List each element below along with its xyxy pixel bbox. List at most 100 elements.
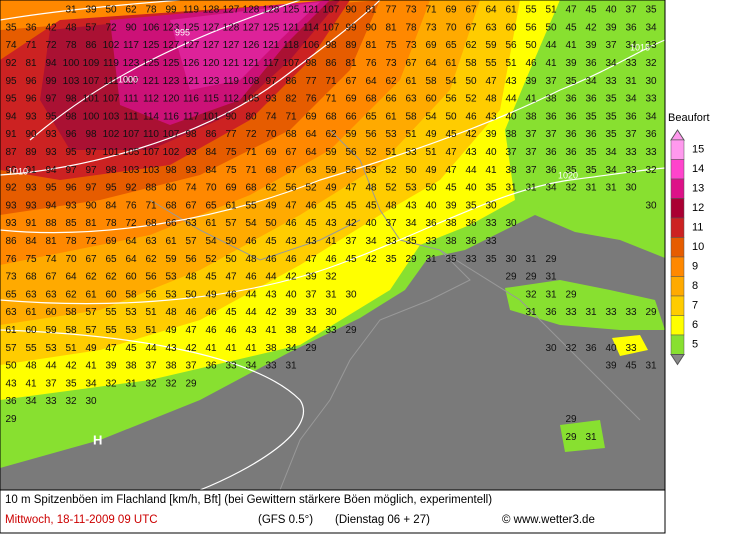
grid-value: 93: [65, 200, 77, 211]
grid-value: 111: [123, 94, 139, 105]
grid-value: 52: [305, 183, 317, 194]
grid-value: 84: [25, 236, 37, 247]
grid-value: 68: [25, 272, 37, 283]
grid-value: 62: [145, 254, 157, 265]
grid-value: 67: [285, 147, 297, 158]
grid-value: 35: [605, 111, 617, 122]
grid-value: 67: [405, 58, 417, 69]
grid-value: 67: [285, 165, 297, 176]
grid-value: 98: [65, 111, 77, 122]
grid-value: 87: [5, 147, 17, 158]
grid-value: 56: [285, 183, 297, 194]
grid-value: 81: [25, 58, 37, 69]
grid-value: 38: [525, 111, 537, 122]
grid-value: 37: [545, 129, 557, 140]
legend-swatch: [670, 237, 685, 258]
grid-value: 53: [125, 307, 137, 318]
grid-value: 35: [585, 147, 597, 158]
grid-value: 57: [85, 325, 97, 336]
grid-value: 88: [145, 183, 157, 194]
grid-value: 121: [223, 58, 240, 69]
grid-value: 77: [225, 129, 237, 140]
grid-value: 47: [285, 200, 297, 211]
grid-value: 50: [465, 76, 477, 87]
grid-value: 84: [205, 165, 217, 176]
grid-value: 61: [445, 58, 457, 69]
grid-value: 43: [265, 289, 277, 300]
grid-value: 63: [305, 165, 317, 176]
grid-value: 93: [265, 94, 277, 105]
grid-value: 29: [525, 272, 537, 283]
grid-value: 41: [565, 40, 577, 51]
grid-value: 52: [385, 183, 397, 194]
grid-value: 34: [545, 183, 557, 194]
grid-value: 42: [65, 361, 77, 372]
grid-value: 31: [525, 183, 537, 194]
footer-caption: 10 m Spitzenböen im Flachland [km/h, Bft…: [5, 494, 492, 506]
grid-value: 32: [325, 272, 337, 283]
grid-value: 31: [125, 378, 137, 389]
grid-value: 128: [223, 22, 240, 33]
grid-value: 65: [445, 40, 457, 51]
grid-value: 121: [283, 22, 300, 33]
legend-label: 15: [692, 144, 704, 156]
grid-value: 47: [105, 343, 117, 354]
grid-value: 29: [545, 254, 557, 265]
grid-value: 45: [325, 200, 337, 211]
grid-value: 33: [625, 58, 637, 69]
grid-value: 93: [45, 129, 57, 140]
grid-value: 29: [645, 307, 657, 318]
grid-value: 46: [205, 307, 217, 318]
grid-value: 33: [385, 236, 397, 247]
grid-value: 103: [103, 111, 120, 122]
grid-value: 33: [485, 218, 497, 229]
grid-value: 117: [123, 40, 139, 51]
grid-value: 45: [345, 200, 357, 211]
grid-value: 89: [25, 147, 37, 158]
grid-value: 33: [425, 236, 437, 247]
grid-value: 69: [445, 5, 457, 16]
grid-value: 96: [25, 76, 37, 87]
grid-value: 101: [203, 111, 220, 122]
grid-value: 128: [263, 5, 280, 16]
footer-date: Mittwoch, 18-11-2009 09 UTC: [5, 514, 158, 526]
grid-value: 97: [85, 183, 97, 194]
grid-value: 64: [125, 254, 137, 265]
grid-value: 77: [385, 5, 397, 16]
grid-value: 93: [45, 147, 57, 158]
grid-value: 37: [185, 361, 197, 372]
grid-value: 52: [385, 165, 397, 176]
grid-value: 36: [565, 129, 577, 140]
grid-value: 128: [203, 5, 220, 16]
grid-value: 63: [45, 289, 57, 300]
grid-value: 32: [105, 378, 117, 389]
grid-value: 64: [365, 76, 377, 87]
grid-value: 90: [5, 165, 17, 176]
grid-value: 43: [485, 111, 497, 122]
grid-value: 48: [485, 94, 497, 105]
grid-value: 42: [585, 22, 597, 33]
grid-value: 67: [85, 254, 97, 265]
grid-value: 59: [45, 325, 57, 336]
grid-value: 103: [123, 165, 140, 176]
grid-value: 69: [265, 147, 277, 158]
grid-value: 37: [345, 236, 357, 247]
grid-value: 59: [325, 165, 337, 176]
grid-value: 42: [285, 272, 297, 283]
grid-value: 39: [605, 361, 617, 372]
grid-value: 92: [5, 58, 17, 69]
grid-value: 123: [163, 76, 180, 87]
grid-value: 48: [365, 183, 377, 194]
grid-value: 33: [225, 361, 237, 372]
grid-value: 86: [205, 129, 217, 140]
grid-value: 63: [5, 307, 17, 318]
grid-value: 90: [345, 5, 357, 16]
grid-value: 43: [245, 325, 257, 336]
grid-value: 97: [45, 94, 57, 105]
grid-value: 75: [225, 165, 237, 176]
grid-value: 61: [165, 236, 177, 247]
grid-value: 56: [505, 40, 517, 51]
grid-value: 49: [265, 200, 277, 211]
grid-value: 120: [203, 58, 220, 69]
grid-value: 41: [545, 58, 557, 69]
